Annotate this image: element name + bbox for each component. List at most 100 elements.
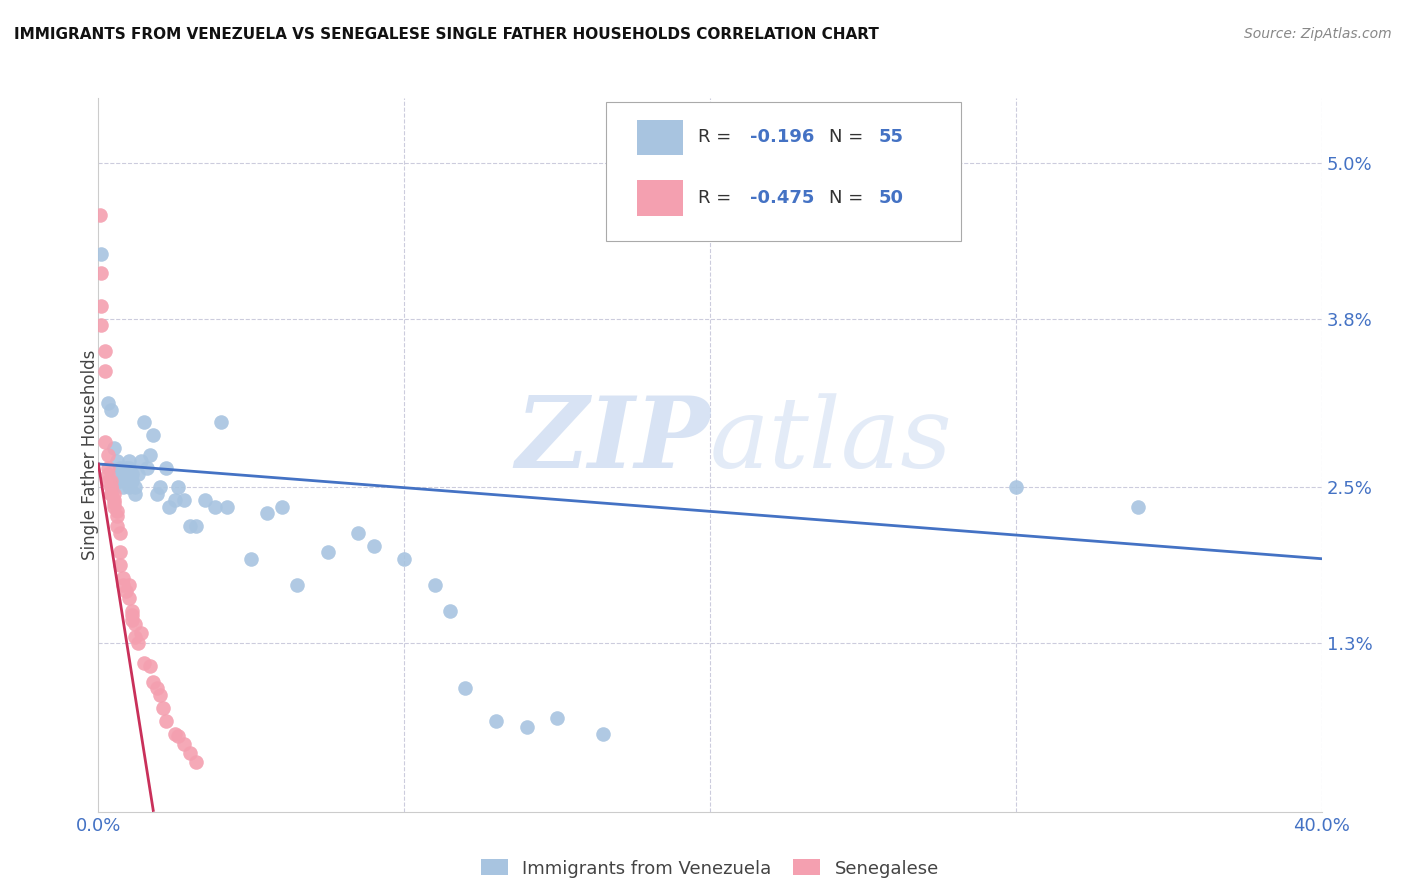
- Point: [1004, 480, 1026, 494]
- Point: [167, 730, 190, 744]
- Point: [93, 434, 115, 449]
- Point: [129, 454, 152, 468]
- Point: [100, 480, 122, 494]
- Point: [163, 493, 186, 508]
- Text: R =: R =: [697, 128, 737, 146]
- Point: [485, 714, 508, 728]
- Point: [100, 402, 122, 417]
- Point: [97, 448, 120, 462]
- Point: [204, 500, 226, 514]
- Point: [105, 454, 128, 468]
- Point: [111, 480, 134, 494]
- Point: [118, 591, 141, 605]
- Y-axis label: Single Father Households: Single Father Households: [82, 350, 98, 560]
- Point: [105, 519, 128, 533]
- Point: [115, 584, 138, 599]
- Point: [108, 558, 131, 573]
- Point: [108, 461, 131, 475]
- Point: [124, 480, 146, 494]
- Point: [186, 756, 208, 770]
- Point: [100, 474, 122, 488]
- Point: [90, 318, 112, 333]
- Text: 55: 55: [879, 128, 904, 146]
- Point: [100, 480, 122, 494]
- Bar: [637, 180, 683, 216]
- Point: [149, 688, 172, 702]
- Point: [97, 396, 120, 410]
- Point: [1128, 500, 1150, 514]
- Point: [194, 493, 217, 508]
- Point: [316, 545, 339, 559]
- Point: [173, 737, 195, 751]
- Point: [179, 519, 201, 533]
- Point: [121, 604, 143, 618]
- Point: [152, 701, 174, 715]
- Point: [129, 625, 152, 640]
- Point: [145, 487, 167, 501]
- Point: [121, 474, 143, 488]
- Point: [97, 467, 120, 482]
- Point: [89, 208, 111, 222]
- Legend: Immigrants from Venezuela, Senegalese: Immigrants from Venezuela, Senegalese: [474, 852, 946, 885]
- Text: R =: R =: [697, 189, 737, 207]
- Point: [118, 454, 141, 468]
- Point: [139, 448, 162, 462]
- Text: IMMIGRANTS FROM VENEZUELA VS SENEGALESE SINGLE FATHER HOUSEHOLDS CORRELATION CHA: IMMIGRANTS FROM VENEZUELA VS SENEGALESE …: [14, 27, 879, 42]
- Point: [124, 630, 146, 644]
- Point: [439, 604, 461, 618]
- Point: [167, 480, 190, 494]
- Text: -0.196: -0.196: [751, 128, 814, 146]
- Point: [97, 461, 120, 475]
- Point: [423, 577, 446, 591]
- Point: [108, 525, 131, 540]
- Point: [118, 577, 141, 591]
- Point: [103, 500, 125, 514]
- Point: [103, 487, 125, 501]
- Point: [124, 616, 146, 631]
- Point: [155, 714, 177, 728]
- Point: [103, 496, 125, 510]
- Point: [163, 727, 186, 741]
- Point: [103, 493, 125, 508]
- Point: [111, 577, 134, 591]
- Point: [127, 636, 149, 650]
- Point: [179, 747, 201, 761]
- Point: [155, 461, 177, 475]
- Point: [111, 467, 134, 482]
- Point: [516, 720, 538, 734]
- Point: [142, 428, 165, 442]
- Point: [173, 493, 195, 508]
- Point: [285, 577, 308, 591]
- Text: atlas: atlas: [710, 393, 953, 488]
- FancyBboxPatch shape: [606, 102, 960, 241]
- Point: [139, 659, 162, 673]
- Point: [347, 525, 370, 540]
- Point: [121, 607, 143, 622]
- Point: [149, 480, 172, 494]
- Point: [115, 474, 138, 488]
- Point: [90, 266, 112, 280]
- Point: [240, 551, 263, 566]
- Point: [136, 461, 159, 475]
- Point: [105, 504, 128, 518]
- Point: [256, 506, 278, 520]
- Point: [121, 467, 143, 482]
- Point: [127, 467, 149, 482]
- Point: [270, 500, 292, 514]
- Point: [121, 613, 143, 627]
- Point: [134, 416, 156, 430]
- Point: [546, 711, 568, 725]
- Point: [108, 474, 131, 488]
- Text: N =: N =: [828, 128, 869, 146]
- Text: N =: N =: [828, 189, 869, 207]
- Point: [118, 461, 141, 475]
- Point: [392, 551, 416, 566]
- Point: [108, 545, 131, 559]
- Point: [115, 461, 138, 475]
- Point: [592, 727, 614, 741]
- Point: [97, 474, 120, 488]
- Point: [93, 344, 115, 359]
- Point: [209, 416, 232, 430]
- Point: [90, 247, 112, 261]
- Point: [105, 508, 128, 523]
